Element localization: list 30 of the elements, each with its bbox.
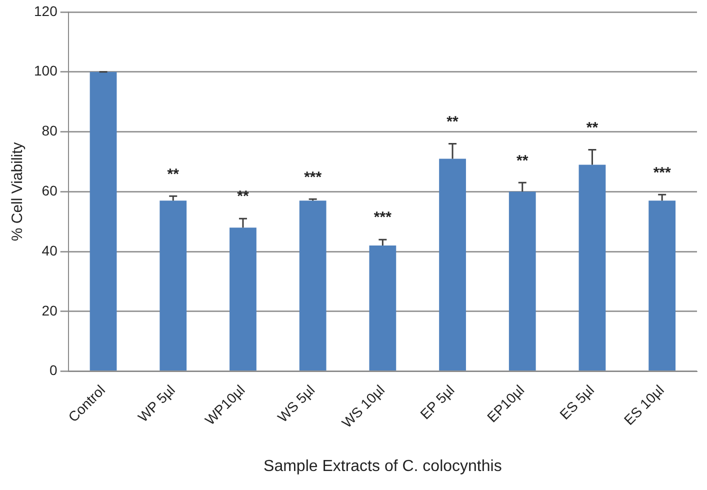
y-tick-label: 0 [50, 362, 58, 378]
x-axis-title: Sample Extracts of C. colocynthis [264, 458, 502, 475]
annotation: ** [167, 166, 180, 183]
annotation: ** [586, 119, 598, 136]
x-tick-label: WP 5µl [134, 382, 178, 426]
annotation: ** [446, 113, 459, 130]
annotation: *** [374, 209, 392, 226]
x-tick-label: ES 5µl [556, 382, 598, 422]
bar [439, 158, 466, 371]
bar [508, 192, 536, 371]
bar [299, 200, 326, 371]
y-tick-label: 80 [42, 122, 58, 139]
annotation: *** [653, 164, 671, 182]
bar [648, 200, 676, 371]
y-tick-label: 100 [34, 62, 58, 79]
x-tick-label: WS 5µl [274, 382, 318, 426]
bar [230, 228, 256, 371]
bar [369, 246, 396, 371]
annotation: ** [516, 152, 528, 170]
bar [160, 200, 187, 371]
annotation: *** [304, 168, 322, 186]
y-tick-label: 20 [42, 302, 58, 318]
y-axis-title: % Cell Viability [9, 142, 26, 242]
y-tick-label: 60 [42, 182, 58, 199]
x-tick-label: EP 5µl [416, 382, 458, 422]
y-tick-label: 120 [34, 2, 58, 19]
bar [90, 72, 117, 371]
bar [578, 164, 606, 371]
y-tick-label: 40 [42, 242, 58, 258]
annotation: ** [237, 188, 249, 206]
